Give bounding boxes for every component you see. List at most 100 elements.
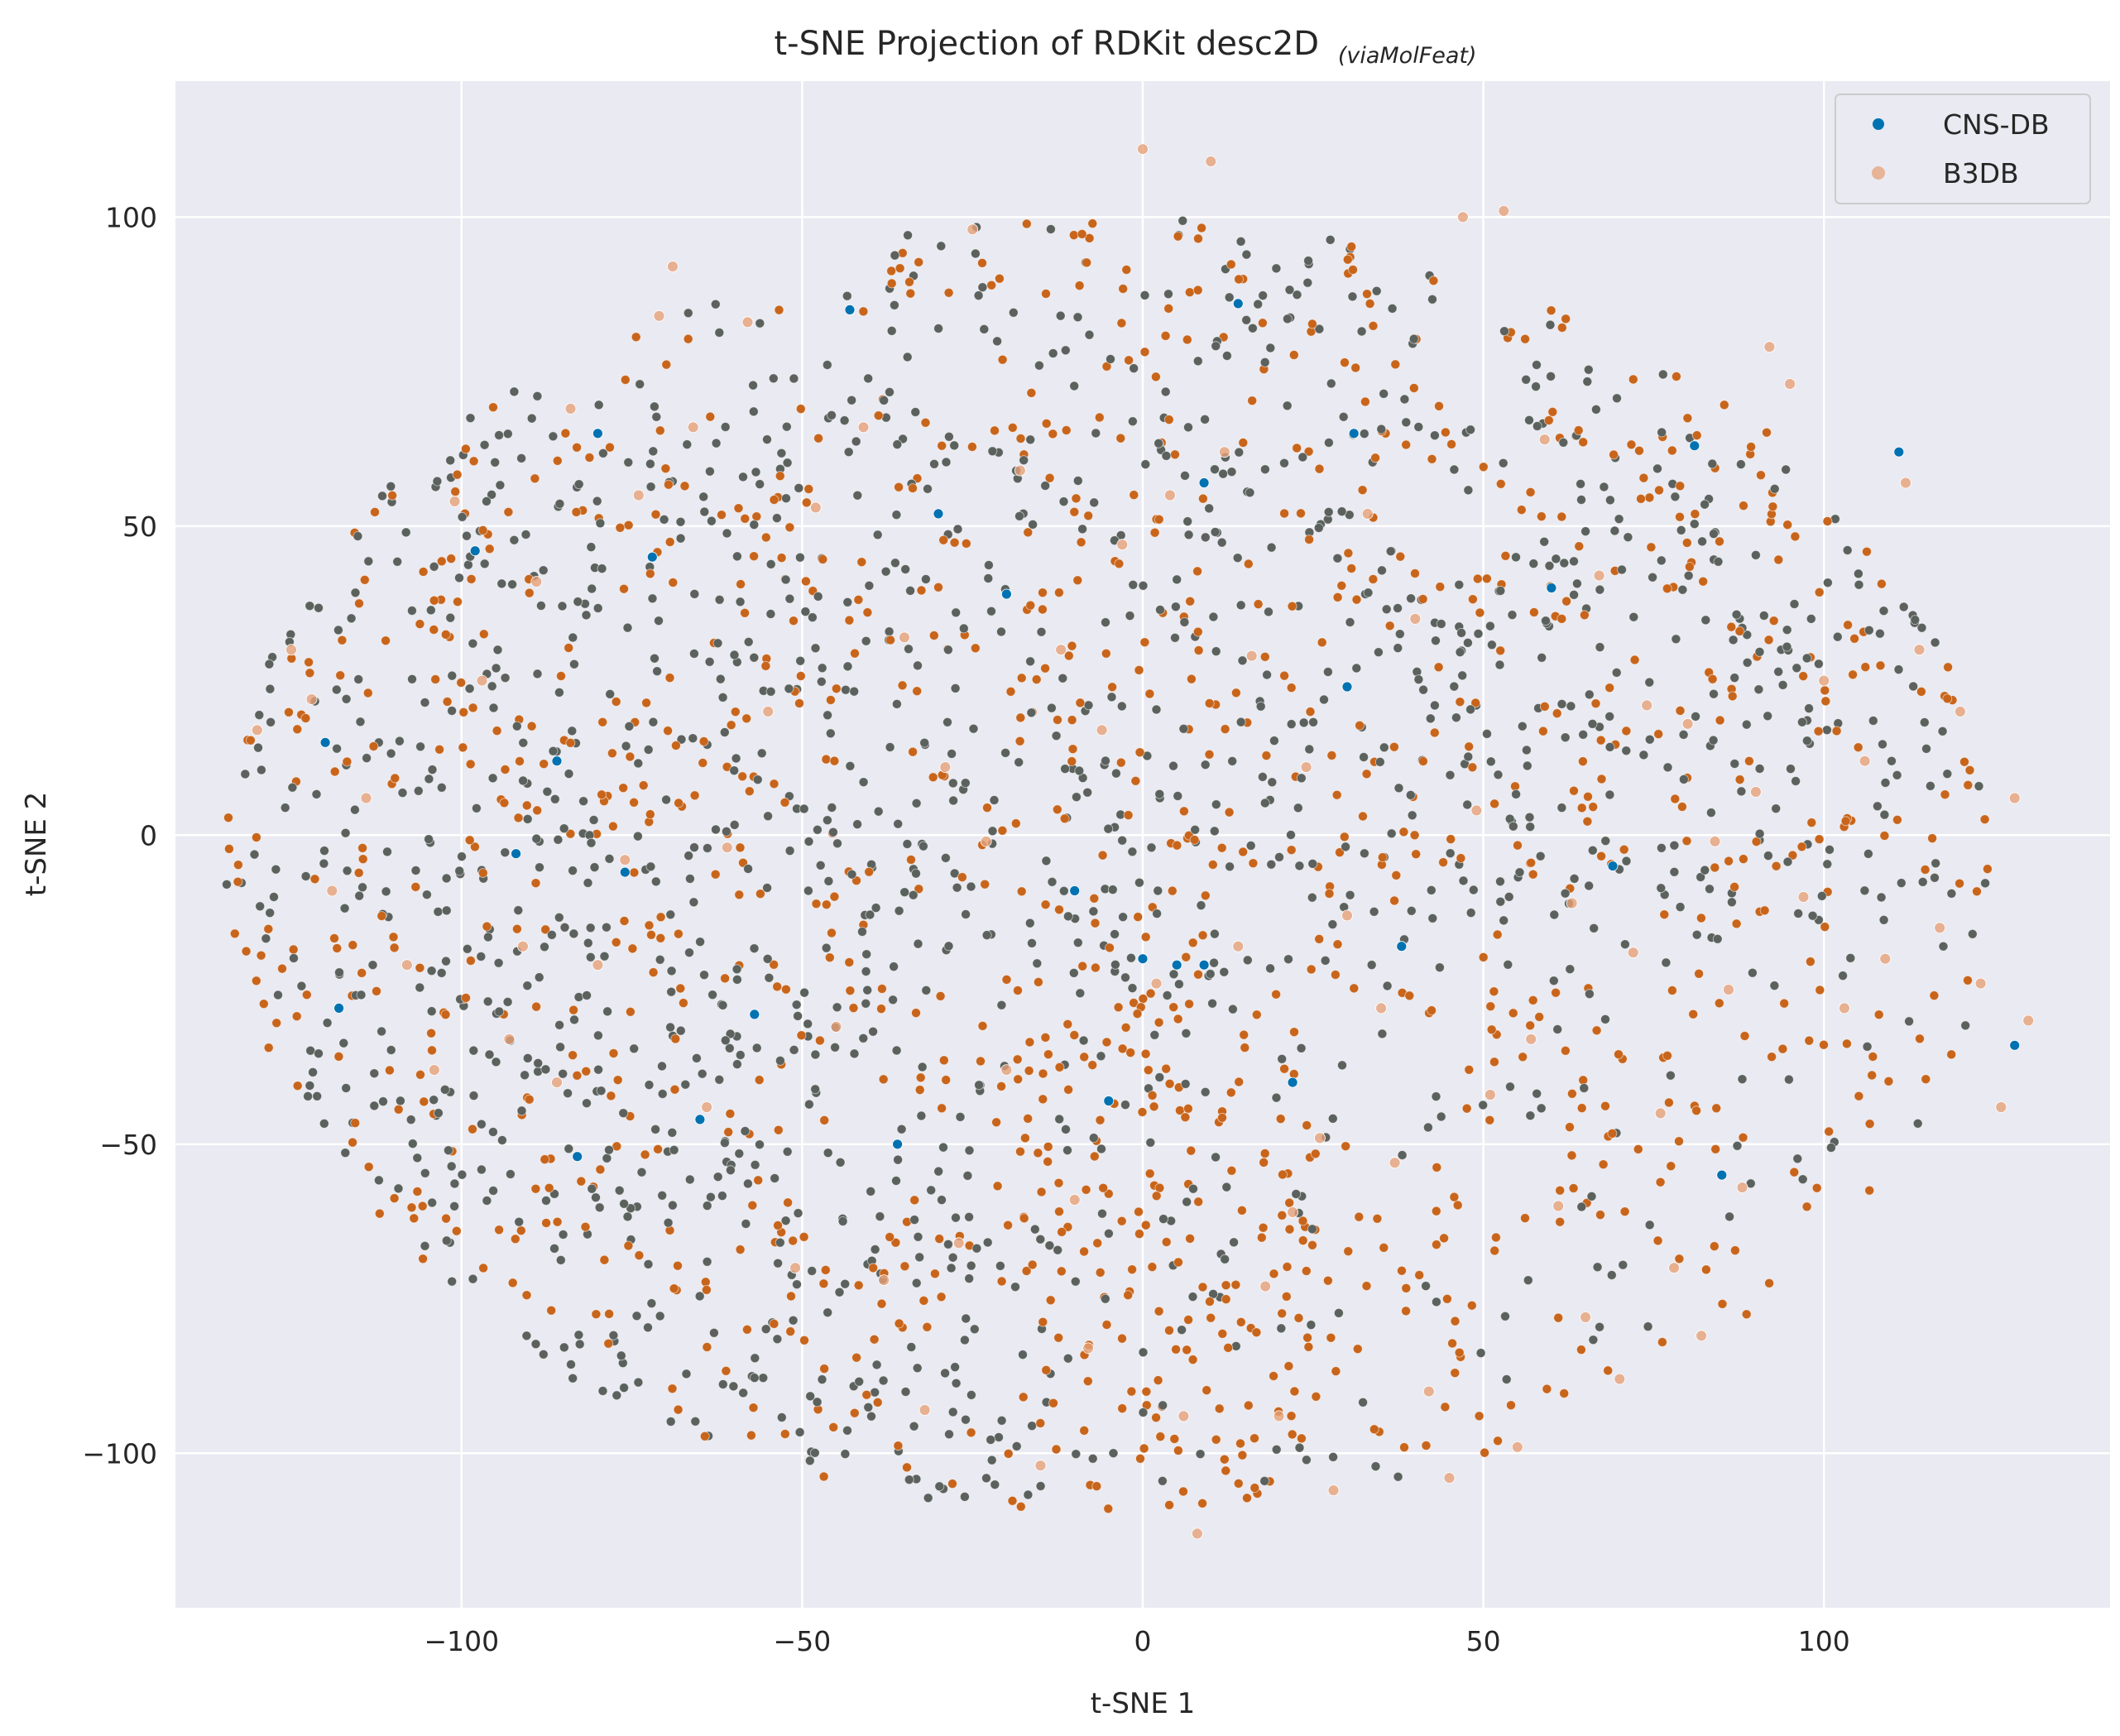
overlap-point (1600, 836, 1611, 846)
overlap-point (1187, 1355, 1198, 1364)
overlap-point (1470, 698, 1481, 708)
overlap-point (1683, 570, 1694, 581)
overlap-point (1197, 1282, 1208, 1292)
overlap-point (1089, 1151, 1100, 1162)
overlap-point (943, 1239, 953, 1249)
overlap-point (1047, 703, 1057, 713)
overlap-point (388, 932, 399, 942)
overlap-point (1247, 396, 1258, 406)
overlap-point (1123, 1290, 1134, 1301)
overlap-point (1617, 564, 1627, 575)
overlap-point (539, 759, 549, 770)
overlap-point (1241, 249, 1252, 260)
overlap-point (1143, 1065, 1154, 1076)
overlap-point (1249, 1483, 1260, 1493)
overlap-point (1379, 742, 1389, 753)
overlap-point (749, 551, 759, 562)
overlap-point (810, 643, 821, 654)
overlap-point (669, 1283, 679, 1294)
overlap-point (1072, 476, 1083, 486)
overlap-point (506, 1169, 516, 1179)
overlap-point (1283, 954, 1293, 965)
overlap-point (750, 1159, 760, 1170)
overlap-point (1332, 553, 1343, 563)
legend-marker-b3db (1872, 166, 1885, 180)
overlap-point (1457, 670, 1468, 681)
overlap-point (886, 325, 897, 336)
b3db-point (1654, 1107, 1667, 1120)
overlap-point (1125, 1048, 1136, 1057)
overlap-point (1595, 584, 1605, 595)
cns-db-point (2009, 1039, 2021, 1051)
overlap-point (1070, 1276, 1081, 1287)
overlap-point (812, 1397, 823, 1408)
overlap-point (454, 866, 465, 876)
overlap-point (1449, 1192, 1460, 1202)
x-tick-label: 100 (1798, 1625, 1850, 1657)
b3db-point (2022, 1014, 2035, 1027)
overlap-point (699, 970, 709, 981)
overlap-point (966, 1390, 976, 1400)
overlap-point (1463, 751, 1474, 762)
overlap-point (409, 1213, 420, 1224)
overlap-point (1284, 1197, 1295, 1208)
overlap-point (941, 457, 952, 468)
overlap-point (740, 1126, 751, 1136)
overlap-point (494, 1006, 505, 1017)
overlap-point (1578, 756, 1588, 766)
overlap-point (415, 982, 425, 993)
overlap-point (839, 415, 850, 426)
overlap-point (1182, 1345, 1192, 1355)
overlap-point (350, 587, 361, 598)
overlap-point (1442, 1293, 1452, 1304)
overlap-point (804, 1455, 815, 1466)
overlap-point (1105, 942, 1115, 953)
overlap-point (909, 1215, 919, 1225)
overlap-point (1345, 890, 1355, 900)
overlap-point (245, 735, 256, 746)
overlap-point (1020, 1133, 1030, 1144)
overlap-point (1287, 601, 1297, 611)
overlap-point (521, 1331, 532, 1341)
overlap-point (1234, 447, 1245, 458)
overlap-point (1556, 699, 1567, 709)
overlap-point (970, 643, 981, 654)
cns-db-point (1607, 861, 1619, 871)
overlap-point (619, 1383, 629, 1393)
overlap-point (1636, 494, 1646, 504)
overlap-point (1262, 669, 1272, 680)
overlap-point (1583, 364, 1594, 375)
overlap-point (436, 782, 447, 793)
overlap-point (922, 1321, 933, 1332)
overlap-point (1058, 496, 1069, 506)
cns-db-point (619, 866, 631, 878)
b3db-point (1341, 909, 1353, 922)
overlap-point (1145, 988, 1156, 999)
overlap-point (1007, 1495, 1018, 1506)
overlap-point (522, 814, 533, 824)
overlap-point (1370, 453, 1380, 463)
overlap-point (1796, 842, 1807, 852)
overlap-point (540, 1154, 550, 1164)
overlap-point (774, 305, 784, 315)
overlap-point (233, 860, 243, 870)
overlap-point (996, 1000, 1007, 1010)
overlap-point (258, 999, 269, 1009)
overlap-point (1168, 760, 1178, 771)
overlap-point (442, 697, 453, 707)
overlap-point (1501, 1374, 1512, 1384)
overlap-point (633, 831, 643, 842)
overlap-point (823, 876, 834, 886)
overlap-point (1925, 781, 1935, 791)
overlap-point (1328, 1452, 1338, 1462)
overlap-point (1127, 846, 1138, 857)
overlap-point (765, 609, 776, 619)
overlap-point (1327, 919, 1338, 929)
overlap-point (1302, 1332, 1312, 1343)
overlap-point (1310, 1149, 1321, 1159)
overlap-point (1226, 1165, 1237, 1176)
overlap-point (1427, 1005, 1437, 1015)
overlap-point (1014, 511, 1024, 521)
overlap-point (706, 1192, 716, 1202)
overlap-point (912, 1363, 923, 1374)
